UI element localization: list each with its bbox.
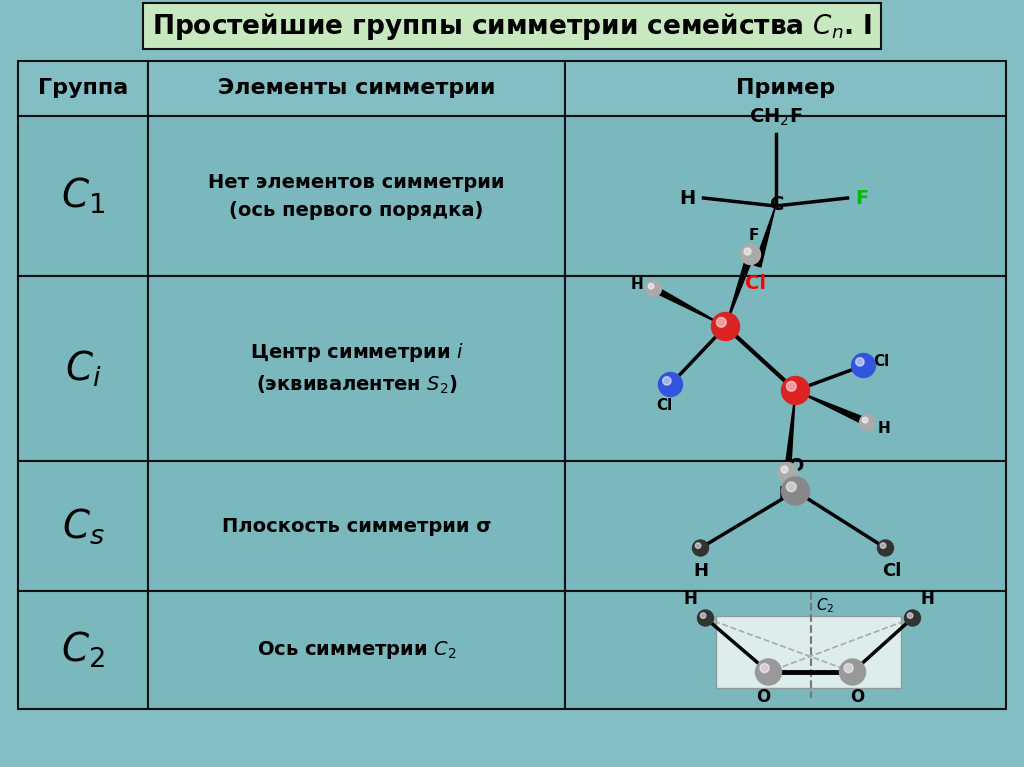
FancyBboxPatch shape bbox=[565, 116, 1006, 276]
Circle shape bbox=[760, 663, 769, 673]
Circle shape bbox=[663, 377, 671, 385]
Circle shape bbox=[692, 540, 709, 556]
Text: O: O bbox=[787, 457, 803, 475]
Circle shape bbox=[862, 417, 868, 423]
Circle shape bbox=[844, 663, 853, 673]
Circle shape bbox=[786, 482, 797, 492]
Text: H: H bbox=[878, 421, 890, 436]
Circle shape bbox=[717, 318, 726, 328]
Text: $C_i$: $C_i$ bbox=[65, 348, 101, 389]
Polygon shape bbox=[784, 390, 796, 472]
FancyBboxPatch shape bbox=[565, 61, 1006, 116]
Circle shape bbox=[658, 373, 683, 397]
FancyBboxPatch shape bbox=[18, 61, 148, 116]
FancyBboxPatch shape bbox=[148, 116, 565, 276]
Text: Группа: Группа bbox=[38, 78, 128, 98]
FancyBboxPatch shape bbox=[148, 461, 565, 591]
Text: H: H bbox=[684, 590, 697, 608]
Text: Ось симметрии $C_2$: Ось симметрии $C_2$ bbox=[257, 639, 457, 661]
Polygon shape bbox=[652, 286, 725, 327]
FancyBboxPatch shape bbox=[148, 276, 565, 461]
Circle shape bbox=[648, 283, 654, 289]
Text: CH$_2$F: CH$_2$F bbox=[749, 107, 803, 128]
Text: H: H bbox=[679, 189, 695, 208]
Circle shape bbox=[712, 312, 739, 341]
Circle shape bbox=[904, 610, 921, 626]
Circle shape bbox=[859, 414, 876, 430]
Circle shape bbox=[740, 245, 761, 265]
FancyBboxPatch shape bbox=[565, 276, 1006, 461]
Circle shape bbox=[852, 354, 876, 377]
Text: $C_1$: $C_1$ bbox=[61, 176, 105, 216]
Circle shape bbox=[781, 466, 788, 473]
Text: Cl: Cl bbox=[873, 354, 890, 369]
Text: Cl: Cl bbox=[882, 562, 901, 580]
FancyBboxPatch shape bbox=[18, 116, 148, 276]
Circle shape bbox=[881, 543, 886, 548]
Circle shape bbox=[781, 377, 810, 404]
Text: Центр симметрии $i$
(эквивалентен $S_2$): Центр симметрии $i$ (эквивалентен $S_2$) bbox=[250, 341, 464, 397]
Circle shape bbox=[781, 477, 810, 505]
Text: F: F bbox=[855, 189, 868, 208]
Text: Плоскость симметрии σ: Плоскость симметрии σ bbox=[222, 516, 492, 535]
Polygon shape bbox=[725, 253, 754, 327]
Circle shape bbox=[878, 540, 894, 556]
Text: O: O bbox=[757, 688, 771, 706]
Circle shape bbox=[645, 281, 662, 297]
Circle shape bbox=[786, 381, 797, 391]
Text: Нет элементов симметрии
(ось первого порядка): Нет элементов симметрии (ось первого пор… bbox=[208, 173, 505, 219]
Text: Cl: Cl bbox=[656, 399, 673, 413]
FancyBboxPatch shape bbox=[148, 61, 565, 116]
Text: $C_2$: $C_2$ bbox=[61, 630, 104, 670]
Text: C: C bbox=[770, 195, 784, 213]
Circle shape bbox=[840, 659, 865, 685]
Polygon shape bbox=[796, 390, 869, 426]
FancyBboxPatch shape bbox=[148, 591, 565, 709]
Circle shape bbox=[856, 357, 864, 366]
Text: $C_2$: $C_2$ bbox=[816, 596, 835, 614]
FancyBboxPatch shape bbox=[143, 3, 881, 49]
FancyBboxPatch shape bbox=[565, 591, 1006, 709]
Text: H: H bbox=[693, 562, 708, 580]
FancyBboxPatch shape bbox=[565, 461, 1006, 591]
Text: Пример: Пример bbox=[736, 78, 835, 98]
Text: H: H bbox=[921, 590, 934, 608]
Polygon shape bbox=[754, 206, 775, 267]
Circle shape bbox=[744, 248, 751, 255]
Circle shape bbox=[695, 543, 700, 548]
Text: Cl: Cl bbox=[745, 274, 766, 293]
FancyBboxPatch shape bbox=[18, 591, 148, 709]
Text: H: H bbox=[631, 277, 643, 292]
Circle shape bbox=[756, 659, 781, 685]
Text: F: F bbox=[778, 486, 788, 502]
Text: Простейшие группы симметрии семейства $C_n$. I: Простейшие группы симметрии семейства $C… bbox=[152, 11, 872, 41]
FancyBboxPatch shape bbox=[18, 461, 148, 591]
Circle shape bbox=[777, 463, 798, 482]
FancyBboxPatch shape bbox=[716, 616, 900, 688]
Circle shape bbox=[907, 613, 913, 618]
Text: F: F bbox=[749, 228, 759, 242]
Circle shape bbox=[700, 613, 706, 618]
Text: $C_s$: $C_s$ bbox=[61, 506, 104, 546]
Text: O: O bbox=[850, 688, 864, 706]
FancyBboxPatch shape bbox=[18, 276, 148, 461]
Circle shape bbox=[697, 610, 714, 626]
Text: Элементы симметрии: Элементы симметрии bbox=[218, 78, 496, 98]
